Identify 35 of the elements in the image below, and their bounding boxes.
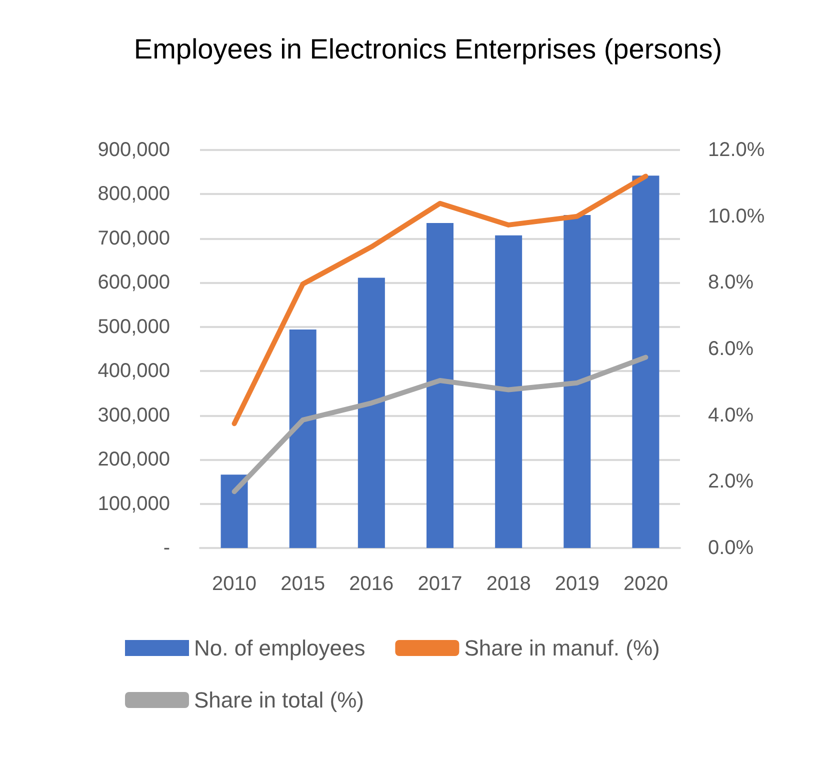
x-tick-label: 2019 — [554, 573, 600, 595]
y-tick-label: 600,000 — [98, 272, 170, 294]
y-tick-label: 500,000 — [98, 316, 170, 338]
x-tick-label: 2016 — [349, 573, 394, 595]
legend-label: Share in manuf. (%) — [464, 636, 660, 660]
y2-tick-label: 0.0% — [708, 537, 754, 559]
y-tick-label: 900,000 — [98, 139, 170, 161]
y2-tick-label: 10.0% — [708, 205, 765, 228]
y-tick-label: 300,000 — [98, 404, 170, 426]
y2-tick-label: 12.0% — [708, 139, 765, 161]
x-tick-label: 2015 — [280, 573, 326, 595]
bar — [289, 330, 316, 548]
x-tick-label: 2010 — [212, 573, 257, 595]
y-tick-label: 400,000 — [98, 360, 170, 382]
y-tick-label: 100,000 — [98, 492, 170, 515]
y2-tick-label: 4.0% — [708, 404, 754, 426]
x-tick-label: 2018 — [486, 573, 531, 595]
y-tick-label: 700,000 — [98, 227, 170, 250]
y-tick-label: 800,000 — [98, 183, 170, 206]
x-tick-label: 2017 — [418, 573, 462, 595]
y2-tick-label: 8.0% — [708, 272, 754, 294]
bar — [564, 215, 591, 548]
legend-label: No. of employees — [194, 636, 366, 660]
y2-tick-label: 2.0% — [708, 470, 754, 493]
bar — [426, 222, 454, 548]
y-tick-label: 200,000 — [98, 448, 170, 471]
bar — [495, 235, 522, 548]
y-tick-label: - — [163, 537, 170, 559]
bar — [220, 474, 248, 548]
legend-label: Share in total (%) — [194, 688, 364, 712]
bar — [358, 278, 385, 548]
bar — [632, 176, 660, 548]
chart-title: Employees in Electronics Enterprises (persons) — [134, 34, 722, 64]
y2-tick-label: 6.0% — [708, 338, 754, 360]
x-tick-label: 2020 — [623, 573, 668, 595]
